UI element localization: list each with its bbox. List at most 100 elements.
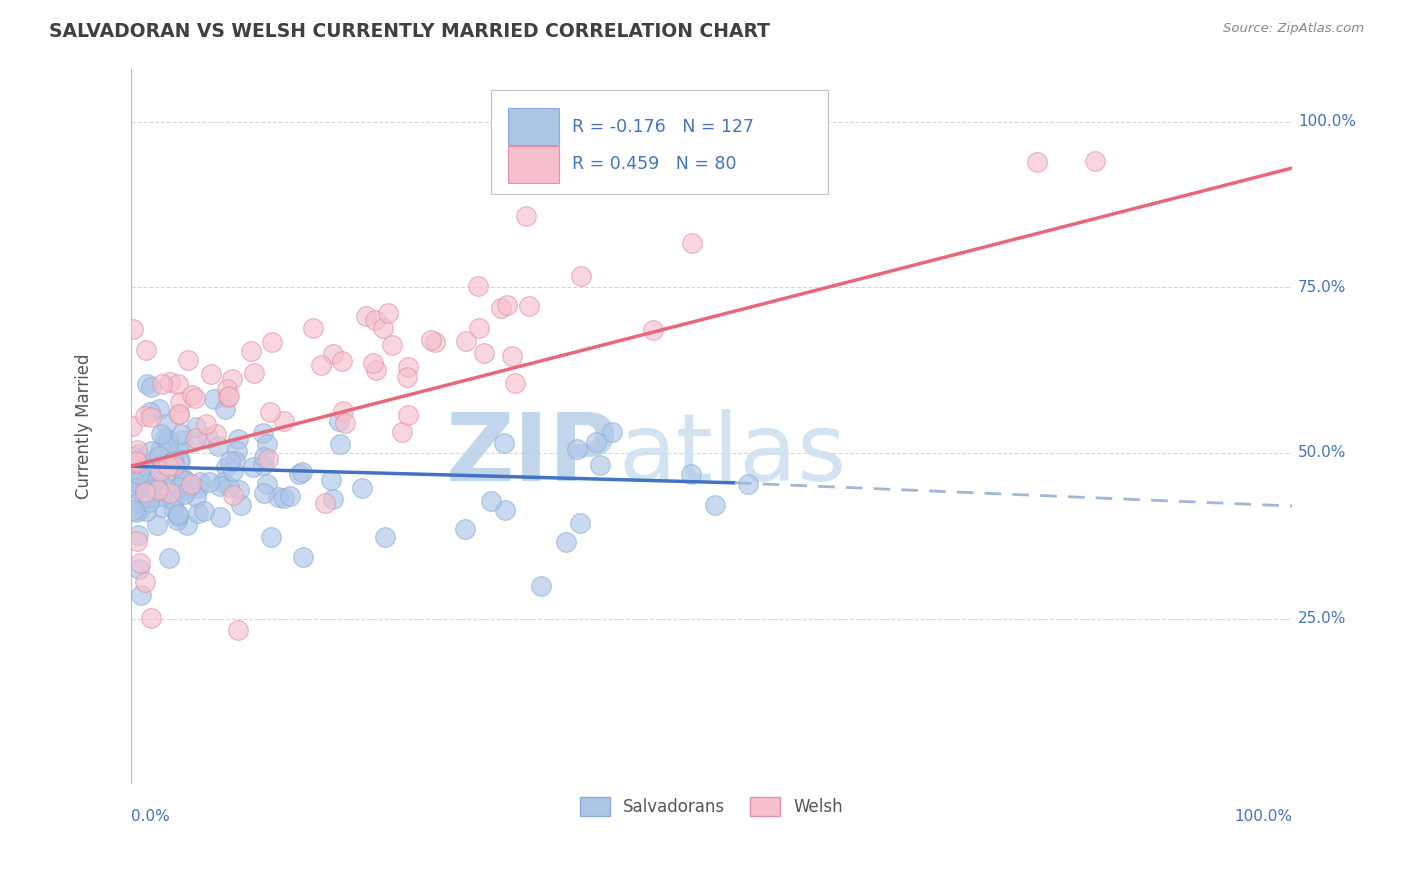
Point: [134, 574, 156, 589]
Point: [454, 522, 477, 536]
Text: SALVADORAN VS WELSH CURRENTLY MARRIED CORRELATION CHART: SALVADORAN VS WELSH CURRENTLY MARRIED CO…: [49, 22, 770, 41]
Point: [124, 454, 146, 468]
Point: [134, 485, 156, 500]
Point: [139, 443, 162, 458]
Text: R = 0.459   N = 80: R = 0.459 N = 80: [572, 155, 737, 173]
Text: atlas: atlas: [619, 409, 846, 501]
Point: [366, 363, 388, 377]
Point: [127, 528, 149, 542]
Point: [155, 417, 177, 431]
Point: [148, 449, 170, 463]
Point: [127, 481, 149, 495]
Point: [194, 417, 217, 431]
Point: [121, 458, 143, 472]
Point: [489, 301, 512, 316]
Text: 50.0%: 50.0%: [1298, 445, 1347, 460]
Point: [121, 321, 143, 335]
Point: [149, 464, 172, 478]
Point: [166, 376, 188, 391]
Point: [163, 459, 186, 474]
Point: [226, 432, 249, 446]
Point: [180, 477, 202, 491]
Point: [361, 356, 384, 370]
FancyBboxPatch shape: [509, 145, 560, 183]
Point: [222, 464, 245, 478]
Point: [555, 535, 578, 549]
Point: [496, 298, 519, 312]
Point: [162, 500, 184, 515]
Point: [704, 499, 727, 513]
Point: [128, 494, 150, 508]
Point: [328, 414, 350, 428]
Point: [207, 439, 229, 453]
Point: [187, 506, 209, 520]
Point: [200, 367, 222, 381]
Point: [138, 495, 160, 509]
Point: [139, 409, 162, 424]
Text: 100.0%: 100.0%: [1298, 114, 1357, 129]
Point: [569, 268, 592, 283]
Point: [585, 435, 607, 450]
Point: [215, 382, 238, 396]
Point: [218, 388, 240, 402]
Point: [135, 376, 157, 391]
Point: [737, 477, 759, 491]
Point: [505, 376, 527, 390]
Point: [226, 623, 249, 637]
Point: [160, 491, 183, 506]
Point: [226, 444, 249, 458]
Point: [322, 347, 344, 361]
Point: [150, 500, 173, 515]
Point: [291, 550, 314, 565]
Point: [395, 369, 418, 384]
Point: [121, 474, 143, 488]
Point: [291, 465, 314, 479]
Point: [141, 611, 163, 625]
Point: [188, 475, 211, 489]
Point: [150, 376, 173, 391]
Point: [128, 455, 150, 469]
Point: [187, 481, 209, 495]
Point: [156, 436, 179, 450]
Point: [176, 482, 198, 496]
Point: [125, 506, 148, 520]
Point: [374, 530, 396, 544]
Point: [1025, 155, 1047, 169]
Point: [350, 481, 373, 495]
Point: [181, 387, 204, 401]
Point: [335, 417, 357, 431]
Point: [479, 493, 502, 508]
Point: [242, 460, 264, 475]
Point: [205, 426, 228, 441]
Point: [170, 426, 193, 441]
Point: [139, 380, 162, 394]
Point: [146, 481, 169, 495]
Point: [150, 441, 173, 455]
Point: [167, 407, 190, 421]
Point: [218, 480, 240, 494]
Point: [157, 551, 180, 566]
Point: [229, 498, 252, 512]
Point: [204, 392, 226, 406]
Point: [567, 442, 589, 456]
Point: [396, 408, 419, 422]
Point: [328, 436, 350, 450]
Point: [208, 479, 231, 493]
Point: [145, 473, 167, 487]
Text: 75.0%: 75.0%: [1298, 280, 1347, 294]
Point: [454, 334, 477, 348]
Point: [148, 402, 170, 417]
Point: [169, 452, 191, 467]
Point: [143, 466, 166, 480]
Point: [128, 556, 150, 570]
Point: [169, 395, 191, 409]
Point: [138, 491, 160, 505]
Point: [148, 449, 170, 463]
Point: [391, 425, 413, 440]
Point: [153, 432, 176, 446]
Point: [150, 427, 173, 442]
Point: [122, 502, 145, 516]
Point: [173, 474, 195, 488]
Point: [134, 476, 156, 491]
Point: [494, 503, 516, 517]
